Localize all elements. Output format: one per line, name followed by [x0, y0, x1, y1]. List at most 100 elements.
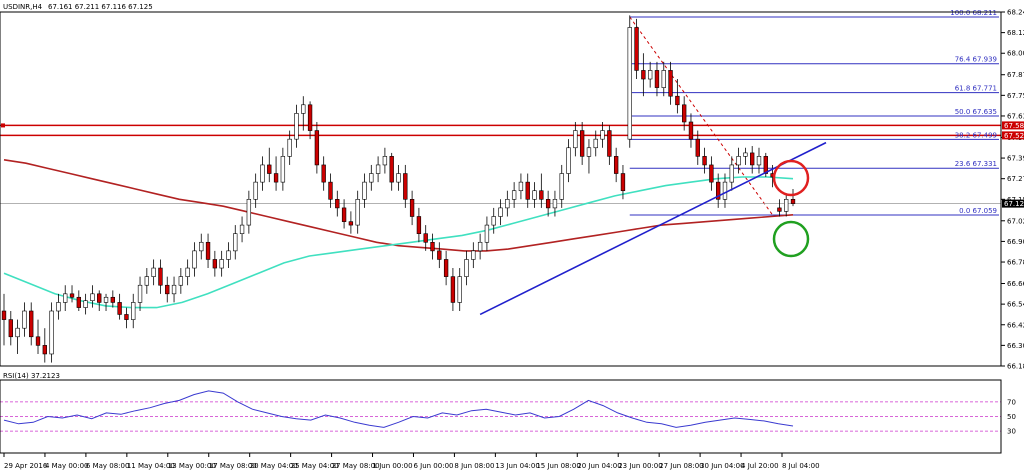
- candle[interactable]: [83, 293, 88, 315]
- candle[interactable]: [382, 147, 388, 174]
- candle[interactable]: [573, 121, 578, 157]
- candle[interactable]: [647, 61, 653, 88]
- candle[interactable]: [355, 190, 360, 234]
- candle[interactable]: [661, 61, 666, 97]
- candle[interactable]: [151, 259, 156, 286]
- candle[interactable]: [35, 319, 41, 354]
- candle[interactable]: [784, 194, 789, 217]
- candle[interactable]: [8, 311, 13, 346]
- candle[interactable]: [443, 250, 449, 286]
- candle[interactable]: [103, 293, 109, 312]
- candle[interactable]: [566, 139, 571, 183]
- candle[interactable]: [539, 173, 544, 208]
- candle[interactable]: [348, 211, 354, 234]
- candle[interactable]: [409, 190, 415, 226]
- candle[interactable]: [321, 156, 326, 191]
- candle[interactable]: [641, 53, 646, 97]
- candle[interactable]: [600, 121, 605, 148]
- candle[interactable]: [545, 190, 551, 217]
- candle[interactable]: [171, 276, 177, 303]
- candle[interactable]: [192, 242, 197, 277]
- candle[interactable]: [743, 147, 748, 165]
- candle[interactable]: [185, 259, 190, 286]
- candle[interactable]: [620, 164, 626, 200]
- price-plot[interactable]: 100.0 68.211 76.4 67.939 61.8 67.771 50.0 6…: [0, 9, 1001, 363]
- candle[interactable]: [559, 164, 564, 208]
- candle[interactable]: [362, 173, 367, 208]
- candle[interactable]: [477, 233, 483, 260]
- candle[interactable]: [702, 147, 707, 174]
- candle[interactable]: [511, 182, 517, 208]
- candle[interactable]: [29, 302, 34, 346]
- candle[interactable]: [756, 147, 762, 174]
- rsi-plot[interactable]: [0, 390, 1001, 432]
- candle[interactable]: [369, 164, 374, 191]
- candle[interactable]: [579, 121, 585, 165]
- candle[interactable]: [389, 152, 394, 191]
- candle[interactable]: [294, 104, 299, 148]
- candle[interactable]: [675, 79, 680, 114]
- candle[interactable]: [267, 147, 272, 183]
- candle[interactable]: [158, 259, 163, 294]
- candle[interactable]: [219, 250, 224, 277]
- candle[interactable]: [484, 216, 490, 251]
- candle[interactable]: [634, 18, 639, 80]
- candle[interactable]: [280, 147, 286, 191]
- candle[interactable]: [212, 250, 218, 277]
- candle[interactable]: [552, 190, 558, 217]
- candle[interactable]: [260, 156, 265, 191]
- candle[interactable]: [301, 96, 306, 131]
- candle[interactable]: [586, 139, 592, 174]
- candle[interactable]: [199, 233, 204, 260]
- candle[interactable]: [532, 182, 537, 208]
- candle[interactable]: [607, 125, 612, 165]
- candle[interactable]: [137, 276, 143, 312]
- candle[interactable]: [90, 285, 95, 308]
- candle[interactable]: [729, 156, 734, 191]
- candle[interactable]: [593, 130, 598, 157]
- candle[interactable]: [110, 290, 115, 308]
- candle[interactable]: [777, 199, 782, 217]
- candle[interactable]: [22, 302, 27, 337]
- candle[interactable]: [654, 61, 660, 97]
- candle[interactable]: [124, 307, 129, 329]
- candle[interactable]: [736, 147, 741, 174]
- candle[interactable]: [613, 147, 619, 183]
- candle[interactable]: [423, 225, 428, 251]
- candle[interactable]: [430, 233, 435, 260]
- candle[interactable]: [117, 293, 122, 320]
- candle[interactable]: [668, 61, 673, 105]
- candle[interactable]: [253, 173, 258, 208]
- candle[interactable]: [403, 164, 408, 208]
- candle[interactable]: [178, 268, 184, 294]
- candle[interactable]: [498, 199, 503, 226]
- candle[interactable]: [437, 242, 442, 269]
- candle[interactable]: [205, 233, 211, 269]
- candle[interactable]: [375, 156, 381, 183]
- candle[interactable]: [144, 268, 150, 294]
- candle[interactable]: [416, 207, 422, 243]
- candle[interactable]: [457, 268, 462, 312]
- candle[interactable]: [314, 121, 320, 174]
- candle[interactable]: [233, 225, 238, 260]
- candle[interactable]: [49, 302, 54, 363]
- candle[interactable]: [15, 319, 20, 354]
- candle[interactable]: [750, 146, 755, 174]
- candle[interactable]: [518, 173, 524, 200]
- candle[interactable]: [491, 207, 496, 234]
- candle[interactable]: [56, 293, 61, 320]
- candle[interactable]: [97, 290, 102, 312]
- candle[interactable]: [246, 190, 252, 234]
- candle[interactable]: [273, 156, 279, 191]
- candle[interactable]: [464, 250, 469, 286]
- candle[interactable]: [1, 293, 7, 346]
- candle[interactable]: [335, 190, 340, 217]
- candle[interactable]: [688, 113, 694, 148]
- candle[interactable]: [69, 285, 75, 303]
- candle[interactable]: [505, 190, 510, 217]
- candle[interactable]: [307, 101, 313, 140]
- candle[interactable]: [695, 130, 700, 165]
- candle[interactable]: [341, 199, 347, 229]
- candle[interactable]: [627, 15, 632, 148]
